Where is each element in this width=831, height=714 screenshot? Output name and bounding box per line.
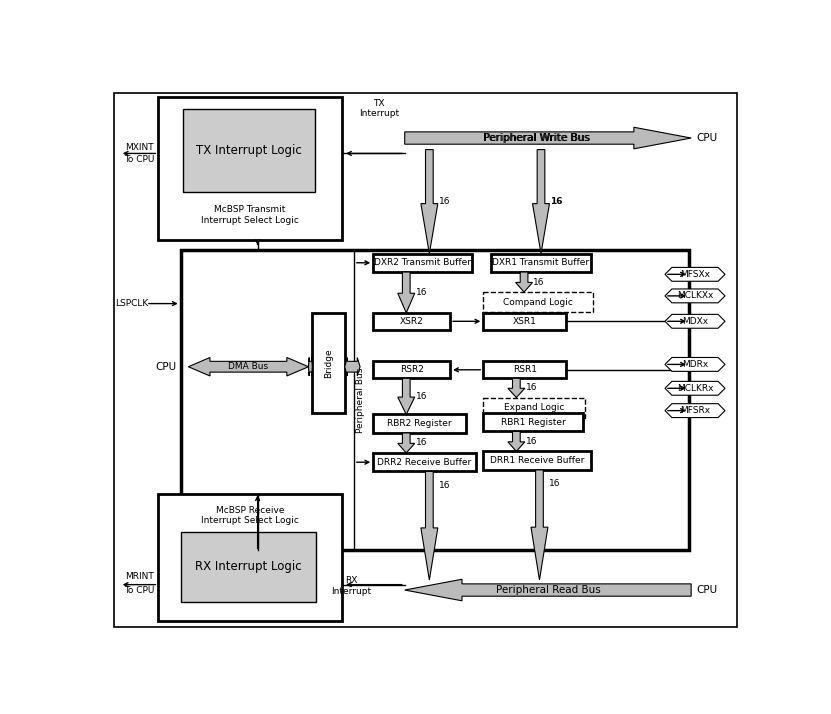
Text: MCLKXx: MCLKXx xyxy=(676,291,713,301)
Polygon shape xyxy=(533,150,549,253)
Bar xyxy=(183,109,316,192)
Text: RX Interrupt Logic: RX Interrupt Logic xyxy=(195,560,302,573)
Text: DRR1 Receive Buffer: DRR1 Receive Buffer xyxy=(490,456,584,465)
Bar xyxy=(484,361,567,378)
Bar xyxy=(373,361,450,378)
Text: XSR2: XSR2 xyxy=(400,317,424,326)
Polygon shape xyxy=(420,471,438,580)
Polygon shape xyxy=(515,272,533,292)
Text: DXR2 Transmit Buffer: DXR2 Transmit Buffer xyxy=(374,258,471,267)
Polygon shape xyxy=(345,358,360,376)
Text: DXR1 Transmit Buffer: DXR1 Transmit Buffer xyxy=(493,258,589,267)
Polygon shape xyxy=(398,272,415,313)
Polygon shape xyxy=(665,268,725,281)
Text: RX
Interrupt: RX Interrupt xyxy=(331,576,371,596)
Text: 16: 16 xyxy=(525,383,537,393)
Polygon shape xyxy=(398,433,415,453)
Bar xyxy=(484,413,583,431)
Text: McBSP Receive
Interrupt Select Logic: McBSP Receive Interrupt Select Logic xyxy=(201,506,299,525)
Text: Bridge: Bridge xyxy=(324,348,333,378)
Text: RBR1 Register: RBR1 Register xyxy=(501,418,566,427)
Text: 16: 16 xyxy=(416,438,427,448)
Polygon shape xyxy=(665,314,725,328)
Polygon shape xyxy=(398,378,415,414)
Text: MDXx: MDXx xyxy=(682,317,708,326)
Text: XSR1: XSR1 xyxy=(513,317,537,326)
Text: TX Interrupt Logic: TX Interrupt Logic xyxy=(196,144,302,157)
Bar xyxy=(180,250,689,550)
Text: LSPCLK: LSPCLK xyxy=(116,299,149,308)
Text: DRR2 Receive Buffer: DRR2 Receive Buffer xyxy=(377,458,471,467)
Text: 16: 16 xyxy=(534,278,545,286)
Polygon shape xyxy=(189,358,308,376)
Polygon shape xyxy=(665,358,725,371)
Text: MCLKRx: MCLKRx xyxy=(676,384,713,393)
Polygon shape xyxy=(665,289,725,303)
Bar xyxy=(484,292,593,312)
Bar xyxy=(373,414,465,433)
Bar xyxy=(373,253,472,272)
Text: MRINT: MRINT xyxy=(125,573,154,581)
Polygon shape xyxy=(405,579,691,600)
Polygon shape xyxy=(508,378,525,398)
Bar xyxy=(373,313,450,330)
Text: RBR2 Register: RBR2 Register xyxy=(387,419,452,428)
Text: RSR1: RSR1 xyxy=(513,366,537,374)
Text: MFSRx: MFSRx xyxy=(680,406,710,415)
Text: DMA Bus: DMA Bus xyxy=(229,362,268,371)
Text: To CPU: To CPU xyxy=(124,586,155,595)
Polygon shape xyxy=(420,150,438,253)
Bar xyxy=(373,453,475,471)
Text: Expand Logic: Expand Logic xyxy=(504,403,564,412)
Text: Peripheral Read Bus: Peripheral Read Bus xyxy=(495,585,600,595)
Bar xyxy=(159,494,342,621)
Text: McBSP Transmit
Interrupt Select Logic: McBSP Transmit Interrupt Select Logic xyxy=(201,206,299,225)
Bar xyxy=(491,253,591,272)
Text: To CPU: To CPU xyxy=(124,155,155,164)
Polygon shape xyxy=(308,358,312,376)
Text: 16: 16 xyxy=(550,197,563,206)
Text: 16: 16 xyxy=(416,392,427,401)
Text: Peripheral Bus: Peripheral Bus xyxy=(356,367,365,433)
Text: 16: 16 xyxy=(439,481,450,490)
Text: MDRx: MDRx xyxy=(682,360,708,369)
Text: Peripheral Write Bus: Peripheral Write Bus xyxy=(484,133,590,143)
Text: CPU: CPU xyxy=(696,585,717,595)
Text: CPU: CPU xyxy=(155,362,177,372)
Text: MFSXx: MFSXx xyxy=(680,270,710,279)
Text: RSR2: RSR2 xyxy=(400,366,424,374)
Polygon shape xyxy=(665,381,725,396)
Text: TX
Interrupt: TX Interrupt xyxy=(359,99,400,119)
Text: 16: 16 xyxy=(525,437,537,446)
Bar xyxy=(181,532,316,602)
Bar xyxy=(484,313,567,330)
Polygon shape xyxy=(531,470,548,580)
Text: Peripheral Write Bus: Peripheral Write Bus xyxy=(483,133,589,143)
Polygon shape xyxy=(508,431,525,451)
Text: CPU: CPU xyxy=(696,133,717,143)
Text: 16: 16 xyxy=(548,479,560,488)
Bar xyxy=(159,97,342,240)
Text: 16: 16 xyxy=(416,288,427,297)
Bar xyxy=(312,313,345,413)
Polygon shape xyxy=(665,403,725,418)
Text: MXINT: MXINT xyxy=(125,143,154,152)
Polygon shape xyxy=(405,127,691,149)
Text: Compand Logic: Compand Logic xyxy=(503,298,573,306)
Text: 16: 16 xyxy=(439,197,450,206)
Bar xyxy=(484,451,591,470)
Bar xyxy=(484,398,585,418)
